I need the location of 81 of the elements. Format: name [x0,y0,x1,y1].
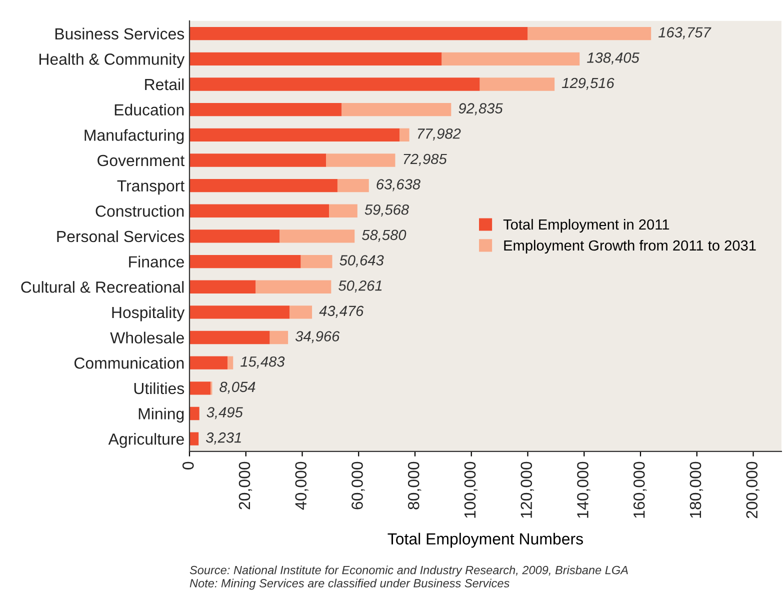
total-label: 138,405 [587,52,640,65]
total-label: 163,757 [658,27,712,40]
bar [399,128,410,142]
bar [189,178,338,192]
bar [189,128,400,142]
bar [270,330,288,344]
total-label: 50,643 [340,255,384,268]
total-label: 50,261 [338,280,382,292]
total-label: 15,483 [240,356,285,368]
x-tick-label: 40,000 [295,462,308,510]
bar [189,330,270,344]
y-tick-label: Agriculture [108,433,184,448]
bar [329,204,358,218]
bar [189,154,326,167]
bar [228,356,234,370]
bar [280,230,355,243]
y-tick-label: Manufacturing [84,129,184,144]
y-tick-label: Personal Services [57,230,184,242]
total-label: 72,985 [404,154,447,166]
x-tick-label: 80,000 [408,462,422,510]
total-label: 3,231 [206,432,241,444]
bar [189,432,199,446]
bar [256,280,332,294]
bar [326,154,396,167]
bar [189,382,211,395]
bar [189,102,342,116]
x-tick-label: 200,000 [746,462,760,518]
bar [189,280,256,294]
x-tick-label: 180,000 [690,462,704,518]
bar [189,254,301,268]
x-axis-title: Total Employment Numbers [388,532,583,548]
y-tick-label: Mining [138,408,184,423]
total-label: 3,495 [206,407,243,420]
x-tick-label: 140,000 [577,462,590,518]
x-tick-label: 100,000 [464,462,478,518]
bar [442,52,580,66]
text: Note: Mining Services are classified under Business Services [190,578,510,590]
bar [480,78,555,91]
legend-label: Total Employment in 2011 [503,218,670,233]
y-tick-label: Transport [117,180,185,195]
total-label: 34,966 [295,331,340,344]
total-label: 77,982 [418,128,461,141]
total-label: 59,568 [364,204,409,217]
source-note: Source: National Institute for Economic and Industry Research, 2009, Brisbane LGA [190,566,628,577]
bar [528,27,652,40]
y-tick-label: Utilities [134,382,184,394]
legend-label: Employment Growth from 2011 to 2031 [504,240,756,254]
total-label: 58,580 [362,230,406,242]
y-tick-label: Finance [129,256,184,268]
total-label: 8,054 [220,382,256,394]
bar [290,306,312,319]
y-tick-label: Construction [96,205,184,217]
bar [189,356,228,370]
x-tick-label: 20,000 [238,462,252,510]
bar [189,52,442,66]
y-tick-label: Health & Community [39,53,185,68]
y-tick-label: Communication [74,357,184,369]
bar [189,27,528,40]
x-tick-label: 0 [182,462,194,470]
x-tick-label: 60,000 [352,462,365,510]
y-tick-label: Cultural & Recreational [21,281,184,293]
total-label: 43,476 [319,306,364,318]
bar [189,230,280,243]
total-label: 129,516 [562,78,614,90]
bar [337,178,369,192]
bar [300,254,332,268]
bar [189,406,200,420]
y-tick-label: Hospitality [112,306,185,322]
x-tick-label: 160,000 [633,462,647,518]
total-label: 63,638 [376,179,420,192]
y-tick-label: Wholesale [110,332,184,344]
y-tick-label: Retail [145,78,184,90]
total-label: 92,835 [458,103,503,116]
y-tick-label: Government [98,154,185,166]
bar [342,102,452,116]
y-tick-label: Business Services [55,28,184,40]
bar [189,204,330,218]
x-tick-label: 120,000 [520,462,534,518]
y-tick-label: Education [114,104,184,116]
bar [189,306,290,319]
bar [189,78,480,91]
